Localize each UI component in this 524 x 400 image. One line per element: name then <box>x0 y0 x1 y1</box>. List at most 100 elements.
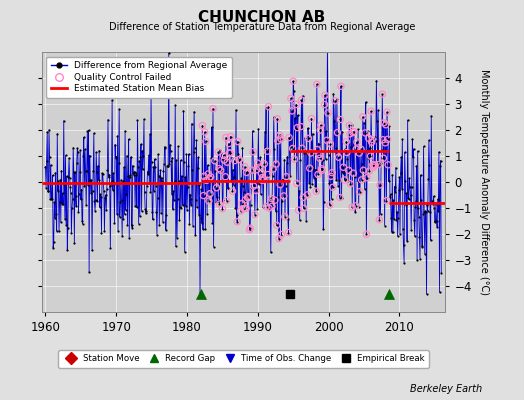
Point <box>48 196 56 202</box>
Point <box>104 116 112 123</box>
Point <box>95 147 103 154</box>
Point <box>238 200 246 207</box>
Point <box>405 175 413 182</box>
Point <box>146 131 154 137</box>
Point <box>49 245 57 251</box>
Point <box>52 211 60 217</box>
Point <box>257 170 266 176</box>
Point <box>300 205 308 212</box>
Point <box>91 197 100 204</box>
Point <box>333 129 342 136</box>
Point <box>50 199 59 206</box>
Point <box>201 129 209 135</box>
Point <box>436 163 444 169</box>
Point <box>277 136 285 142</box>
Point <box>202 177 211 184</box>
Point <box>128 162 137 169</box>
Point <box>128 225 136 231</box>
Point <box>367 108 375 114</box>
Point <box>167 158 176 164</box>
Point <box>305 165 314 171</box>
Point <box>205 175 214 182</box>
Point <box>121 128 129 134</box>
Point <box>291 115 299 121</box>
Point <box>311 182 319 189</box>
Point <box>395 187 403 193</box>
Point <box>216 167 225 174</box>
Point <box>179 108 188 114</box>
Point <box>168 154 177 161</box>
Point <box>75 169 84 175</box>
Point <box>285 134 293 141</box>
Point <box>100 228 108 234</box>
Point <box>248 167 256 173</box>
Point <box>180 248 189 255</box>
Point <box>70 168 78 175</box>
Point <box>376 182 384 188</box>
Point <box>200 173 209 180</box>
Point <box>280 156 289 163</box>
Point <box>426 209 434 215</box>
Point <box>274 193 282 200</box>
Point <box>70 240 79 246</box>
Point <box>417 172 425 178</box>
Point <box>249 183 258 189</box>
Text: Berkeley Earth: Berkeley Earth <box>410 384 482 394</box>
Point <box>140 188 149 195</box>
Point <box>376 211 385 217</box>
Point <box>357 177 366 183</box>
Point <box>230 174 238 181</box>
Point <box>103 186 111 192</box>
Point <box>294 112 302 118</box>
Point <box>384 136 392 142</box>
Point <box>102 207 111 214</box>
Point <box>266 198 275 204</box>
Point <box>201 129 209 135</box>
Point <box>276 132 284 138</box>
Point <box>255 164 264 170</box>
Point <box>213 194 221 200</box>
Point <box>419 143 428 150</box>
Point <box>288 145 297 152</box>
Point <box>74 208 83 215</box>
Point <box>132 172 140 179</box>
Point <box>61 216 69 222</box>
Point <box>241 164 249 170</box>
Point <box>89 168 97 174</box>
Point <box>72 203 80 209</box>
Point <box>384 162 392 168</box>
Point <box>86 177 94 184</box>
Point <box>331 98 339 104</box>
Point <box>323 137 331 144</box>
Point <box>307 115 315 122</box>
Point <box>391 164 400 171</box>
Point <box>56 198 64 205</box>
Point <box>187 202 195 208</box>
Point <box>287 144 296 150</box>
Point <box>398 186 406 192</box>
Point <box>249 183 258 189</box>
Point <box>136 154 145 160</box>
Point <box>222 134 230 141</box>
Point <box>145 152 153 158</box>
Point <box>337 83 345 90</box>
Point <box>397 154 406 160</box>
Point <box>258 174 267 180</box>
Point <box>186 192 194 198</box>
Point <box>391 188 399 195</box>
Point <box>380 222 389 229</box>
Point <box>277 231 286 238</box>
Point <box>226 133 235 140</box>
Point <box>430 204 439 211</box>
Point <box>420 208 428 215</box>
Point <box>358 114 367 120</box>
Point <box>406 183 414 190</box>
Point <box>229 166 237 173</box>
Point <box>71 169 79 176</box>
Point <box>379 136 387 143</box>
Point <box>91 208 99 214</box>
Point <box>380 120 388 126</box>
Point <box>90 198 99 204</box>
Point <box>433 196 442 202</box>
Point <box>374 159 382 165</box>
